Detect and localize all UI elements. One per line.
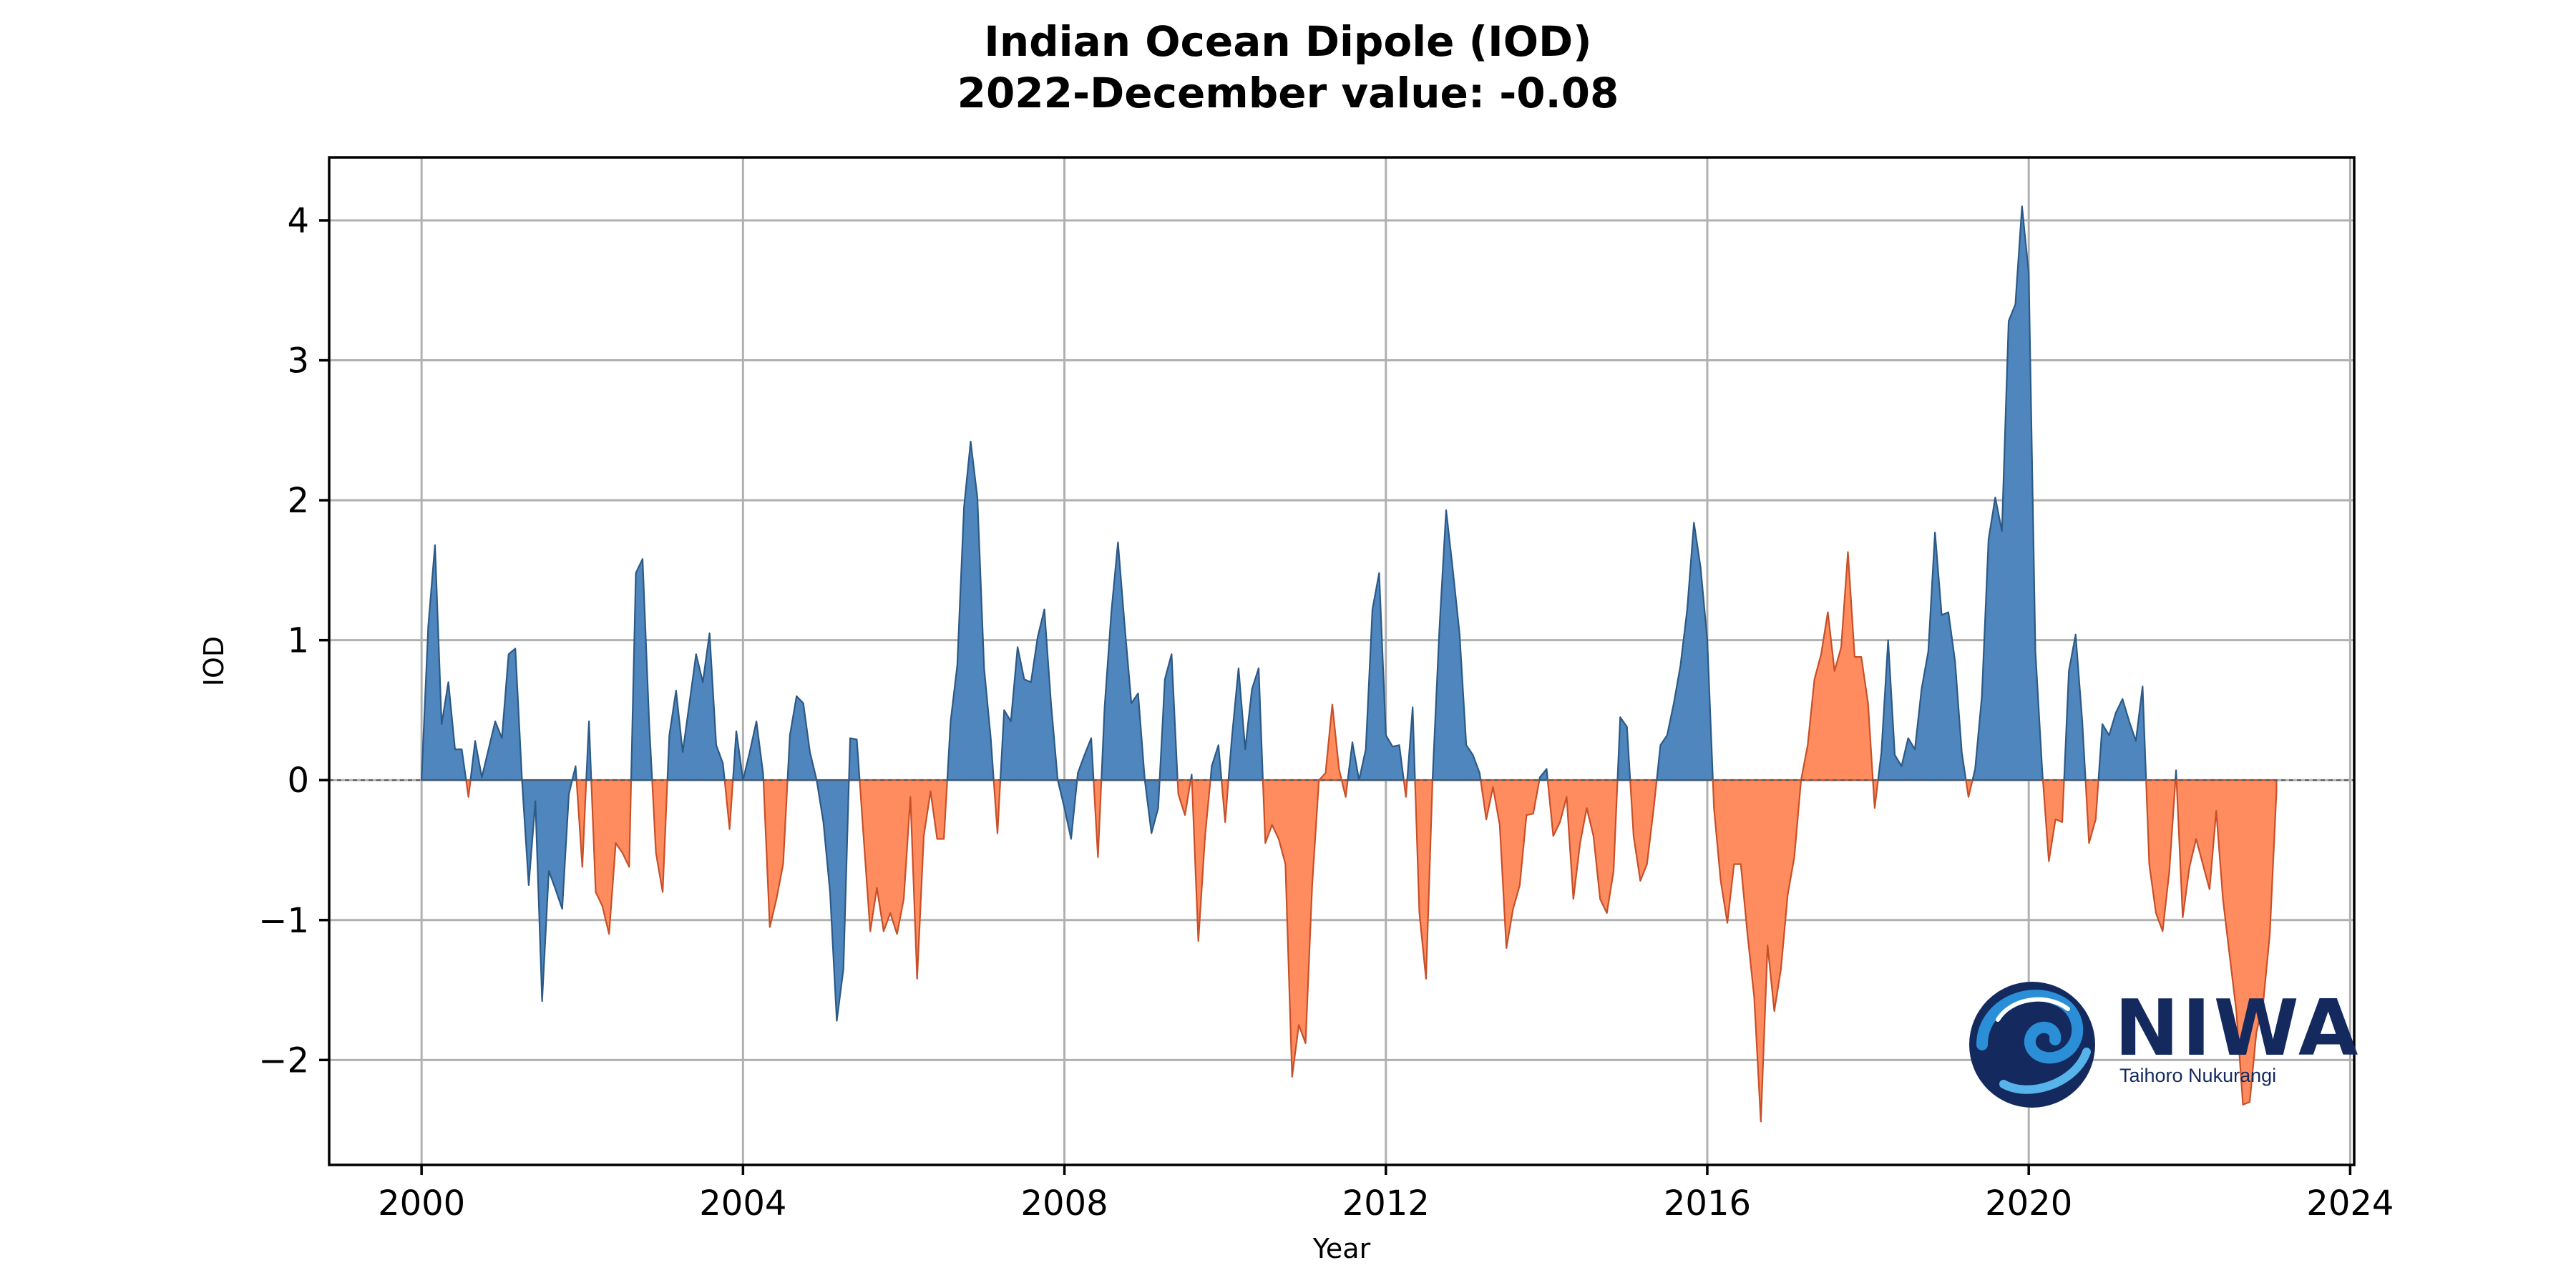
positive-area-21 [1101, 541, 1161, 834]
negative-area-27 [1221, 779, 1229, 823]
y-tick-label-4: 4 [287, 201, 309, 241]
niwa-emblem-icon [1969, 982, 2095, 1108]
positive-area-16 [946, 440, 995, 781]
negative-area-42 [1712, 551, 1874, 1123]
negative-area-23 [1176, 779, 1192, 816]
x-tick-label-2004: 2004 [699, 1184, 786, 1224]
positive-area-3 [571, 765, 577, 781]
x-tick-label-2016: 2016 [1664, 1184, 1751, 1224]
plot-frame [328, 156, 2356, 1166]
y-axis-title: IOD [198, 636, 230, 686]
x-axis-title: Year [1312, 1233, 1371, 1264]
negative-area-15 [859, 779, 948, 980]
negative-area-17 [992, 779, 1002, 834]
negative-area-1 [465, 779, 472, 798]
negative-area-4 [575, 779, 587, 868]
negative-area-36 [1480, 779, 1541, 949]
positive-area-35 [1431, 509, 1482, 781]
negative-area-8 [651, 779, 668, 893]
positive-area-13 [786, 695, 850, 1022]
x-tick-label-2012: 2012 [1342, 1184, 1430, 1224]
positive-area-39 [1616, 716, 1631, 781]
positive-area-50 [2097, 686, 2147, 781]
positive-area-2 [469, 648, 573, 1002]
positive-area-5 [585, 721, 592, 781]
negative-area-49 [2084, 779, 2099, 844]
positive-area-44 [1877, 532, 1967, 781]
positive-area-41 [1656, 522, 1714, 781]
positive-area-28 [1227, 667, 1264, 781]
iod-area-series [421, 205, 2278, 1123]
positive-area-18 [999, 608, 1078, 840]
negative-area-40 [1629, 779, 1658, 882]
y-tick-label-2: 2 [287, 481, 309, 521]
logo-wordmark: NIWA [2114, 984, 2361, 1073]
positive-area-52 [2175, 769, 2177, 781]
negative-area-29 [1262, 703, 1343, 1078]
negative-area-20 [1093, 779, 1103, 858]
x-tick-label-2008: 2008 [1020, 1184, 1108, 1224]
positive-area-31 [1347, 572, 1405, 781]
negative-area-45 [1965, 779, 1974, 798]
positive-area-9 [666, 632, 726, 781]
chart-title-line-2: 2022-December value: -0.08 [957, 69, 1619, 117]
positive-area-7 [630, 558, 653, 781]
negative-area-34 [1414, 779, 1434, 980]
negative-area-10 [723, 779, 734, 830]
x-tick-label-2020: 2020 [1985, 1184, 2072, 1224]
positive-area-22 [1158, 653, 1179, 781]
positive-area-14 [848, 737, 861, 781]
x-tick-label-2024: 2024 [2306, 1184, 2394, 1224]
negative-area-30 [1340, 779, 1349, 798]
positive-area-48 [2063, 633, 2087, 781]
y-tick-label--1: −1 [258, 901, 309, 941]
positive-area-37 [1538, 768, 1548, 781]
positive-area-46 [1971, 205, 2044, 781]
negative-area-47 [2041, 779, 2065, 862]
negative-area-43 [1872, 779, 1879, 809]
y-tick-label-1: 1 [287, 621, 309, 661]
negative-area-25 [1191, 779, 1211, 942]
positive-area-33 [1406, 706, 1416, 781]
chart-title: Indian Ocean Dipole (IOD) 2022-December … [0, 16, 2576, 119]
axis-ticks: 2000 2004 2008 2012 2016 2020 2024 −2 −1 0 1 2 3 4 [258, 201, 2394, 1224]
positive-area-24 [1190, 774, 1193, 781]
y-tick-label-3: 3 [287, 341, 309, 381]
logo-subtitle: Taihoro Nukurangi [2119, 1065, 2277, 1086]
positive-area-26 [1209, 744, 1223, 781]
negative-area-12 [762, 779, 789, 928]
x-tick-label-2000: 2000 [378, 1184, 465, 1224]
y-tick-label-0: 0 [287, 761, 309, 801]
y-tick-label--2: −2 [258, 1040, 309, 1080]
chart-title-line-1: Indian Ocean Dipole (IOD) [984, 17, 1592, 66]
negative-area-51 [2145, 779, 2177, 932]
positive-area-19 [1076, 737, 1095, 781]
niwa-logo [1969, 982, 2095, 1108]
positive-area-11 [732, 721, 764, 781]
negative-area-53 [2175, 779, 2278, 1106]
negative-area-38 [1546, 779, 1619, 914]
negative-area-32 [1402, 779, 1408, 798]
positive-area-0 [421, 544, 467, 781]
negative-area-6 [590, 779, 633, 935]
